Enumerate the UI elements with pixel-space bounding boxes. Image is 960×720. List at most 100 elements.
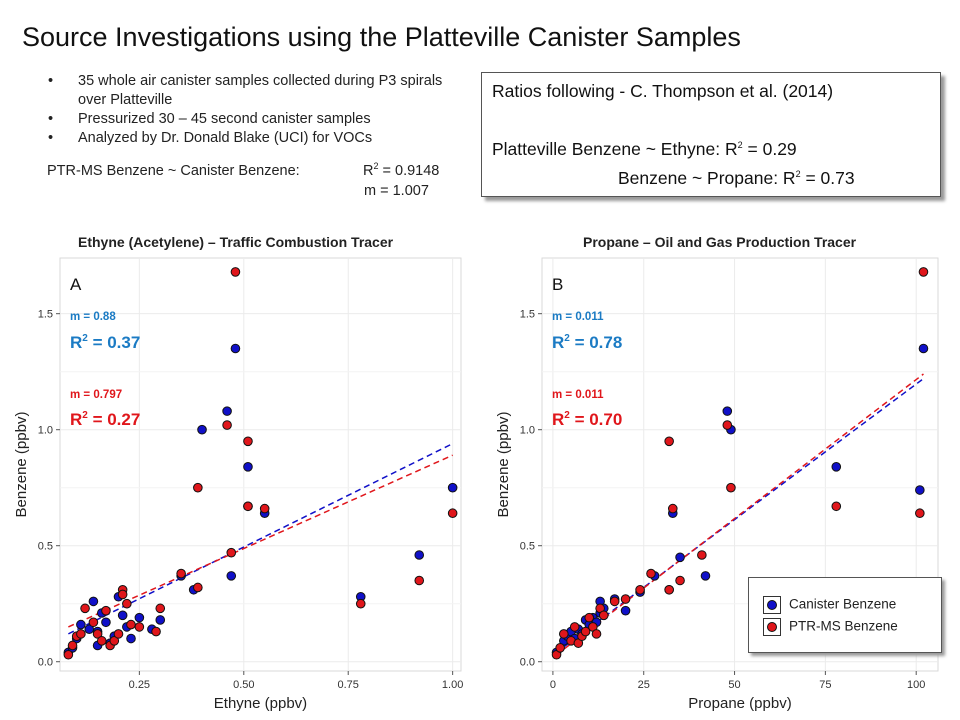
panel-b-point-ptr bbox=[918, 267, 929, 277]
panel-b-point-ptr bbox=[646, 568, 656, 579]
panel-a-point-ptr bbox=[193, 482, 203, 493]
panel-a-x-tick-label: 0.75 bbox=[338, 679, 359, 691]
ratio-propane: Benzene ~ Propane: R2 = 0.73 bbox=[618, 168, 855, 189]
panel-a-x-tick-label: 0.25 bbox=[129, 679, 150, 691]
legend-label-canister: Canister Benzene bbox=[789, 596, 897, 612]
panel-a-point-ptr bbox=[101, 605, 111, 616]
ratio-propane-prefix: Benzene ~ Propane: R bbox=[618, 168, 796, 188]
panel-a-point-ptr bbox=[96, 636, 107, 646]
panel-a-point-ptr bbox=[76, 629, 86, 639]
panel-a-point-ptr bbox=[88, 617, 99, 628]
panel-a-point-ptr bbox=[176, 568, 186, 579]
panel-b-y-axis-label: Benzene (ppbv) bbox=[495, 412, 512, 518]
panel-b-point-canister bbox=[722, 406, 733, 416]
panel-a-point-canister bbox=[222, 406, 232, 416]
panel-a-point-ptr bbox=[155, 603, 166, 614]
legend-item-canister: Canister Benzene bbox=[763, 596, 896, 614]
panel-a-point-ptr bbox=[109, 636, 120, 646]
panel-b-point-canister bbox=[915, 485, 925, 495]
panel-b-x-tick-label: 100 bbox=[907, 679, 925, 691]
panel-a-point-ptr bbox=[67, 640, 78, 651]
panel-a-point-ptr bbox=[80, 603, 90, 614]
panel-a-point-canister bbox=[101, 617, 111, 628]
panel-a-y-tick-label: 0.5 bbox=[38, 541, 53, 553]
panel-a-point-ptr bbox=[230, 267, 241, 277]
panel-b-point-ptr bbox=[635, 584, 645, 595]
panel-a-point-ptr bbox=[355, 598, 366, 609]
panel-a-x-axis-label: Ethyne (ppbv) bbox=[214, 695, 307, 712]
panel-b-point-ptr bbox=[697, 550, 707, 560]
panel-b-point-ptr bbox=[591, 629, 602, 639]
ptr-slope: m = 1.007 bbox=[364, 183, 429, 199]
panel-a-point-ptr bbox=[92, 629, 103, 639]
panel-b-canister-r2: R2 = 0.78 bbox=[552, 333, 622, 352]
panel-a-point-ptr bbox=[126, 619, 136, 630]
panel-b-point-ptr bbox=[598, 610, 609, 621]
panel-a-label: A bbox=[70, 275, 82, 294]
panel-a-point-ptr bbox=[222, 420, 232, 430]
panel-a-background bbox=[59, 257, 462, 672]
panel-b-point-ptr bbox=[915, 508, 925, 519]
panel-a-y-tick-label: 0.0 bbox=[38, 657, 53, 669]
panel-b-fit-line-canister bbox=[556, 378, 924, 654]
ptr-r2-value: = 0.9148 bbox=[378, 163, 440, 179]
panel-a-point-ptr bbox=[226, 547, 237, 558]
panel-b-point-canister bbox=[620, 605, 631, 616]
ptr-canister-comparison: PTR-MS Benzene ~ Canister Benzene: R2 = 0… bbox=[47, 161, 440, 199]
legend-swatch-ptr bbox=[763, 618, 781, 636]
ratio-propane-suffix: = 0.73 bbox=[800, 168, 855, 188]
panel-a-point-ptr bbox=[243, 436, 253, 447]
panel-b-x-tick-label: 50 bbox=[728, 679, 740, 691]
panel-b-label: B bbox=[552, 275, 563, 294]
panel-a-title: Ethyne (Acetylene) – Traffic Combustion … bbox=[78, 234, 394, 250]
panel-b-point-ptr bbox=[584, 612, 595, 623]
panel-a-point-ptr bbox=[193, 582, 203, 593]
ratio-ethyne-sup: 2 bbox=[737, 140, 743, 151]
panel-b-point-ptr bbox=[664, 584, 674, 595]
bullet-list: 35 whole air canister samples collected … bbox=[44, 72, 464, 148]
panel-b-point-canister bbox=[700, 571, 711, 581]
page-title: Source Investigations using the Plattevi… bbox=[22, 22, 741, 52]
panel-a-point-ptr bbox=[122, 598, 132, 609]
panel-b-ptr-r2: R2 = 0.70 bbox=[552, 410, 622, 429]
panel-b-y-tick-label: 1.5 bbox=[520, 309, 535, 321]
panel-b-point-ptr bbox=[664, 436, 674, 447]
bullet-item: Pressurized 30 – 45 second canister samp… bbox=[44, 110, 464, 129]
panel-a-x-tick-label: 0.50 bbox=[233, 679, 254, 691]
panel-a-point-canister bbox=[447, 482, 458, 493]
panel-a-point-ptr bbox=[134, 622, 145, 632]
panel-a-point-canister bbox=[88, 596, 99, 607]
panel-b-y-tick-label: 0.5 bbox=[520, 541, 535, 553]
panel-a-point-ptr bbox=[447, 508, 458, 519]
panel-a-canister-slope: m = 0.88 bbox=[70, 311, 116, 323]
panel-a-point-ptr bbox=[63, 649, 74, 660]
panel-b-y-tick-label: 1.0 bbox=[520, 425, 535, 437]
panel-b-point-ptr bbox=[620, 594, 631, 604]
panel-b-x-tick-label: 25 bbox=[638, 679, 650, 691]
panel-a-point-canister bbox=[126, 633, 136, 644]
ptr-comparison-label: PTR-MS Benzene ~ Canister Benzene: bbox=[47, 163, 300, 179]
ratio-ethyne-prefix: Platteville Benzene ~ Ethyne: R bbox=[492, 139, 738, 159]
panel-b-point-ptr bbox=[722, 420, 733, 430]
panel-b-x-tick-label: 75 bbox=[819, 679, 831, 691]
ratio-ethyne: Platteville Benzene ~ Ethyne: R2 = 0.29 bbox=[492, 139, 797, 160]
panel-a-point-canister bbox=[243, 462, 253, 472]
panel-a-point-canister bbox=[226, 571, 237, 581]
panel-a-point-ptr bbox=[117, 589, 128, 600]
ratio-reference: Ratios following - C. Thompson et al. (2… bbox=[492, 81, 834, 101]
panel-b-point-ptr bbox=[569, 622, 580, 632]
panel-a-x-tick-label: 1.00 bbox=[442, 679, 463, 691]
legend-swatch-canister bbox=[763, 596, 781, 614]
panel-a-point-canister bbox=[117, 610, 128, 621]
panel-b-ptr-slope: m = 0.011 bbox=[552, 389, 604, 401]
panel-a-point-ptr bbox=[259, 503, 270, 514]
panel-a-point-ptr bbox=[113, 629, 124, 639]
ptr-r2-sup: 2 bbox=[373, 161, 379, 172]
panel-b-point-ptr bbox=[831, 501, 842, 512]
ratio-ethyne-suffix: = 0.29 bbox=[742, 139, 797, 159]
panel-a-ptr-slope: m = 0.797 bbox=[70, 389, 122, 401]
legend-label-ptr: PTR-MS Benzene bbox=[789, 618, 898, 634]
panel-b-y-tick-label: 0.0 bbox=[520, 657, 535, 669]
legend: Canister Benzene PTR-MS Benzene bbox=[748, 577, 942, 653]
